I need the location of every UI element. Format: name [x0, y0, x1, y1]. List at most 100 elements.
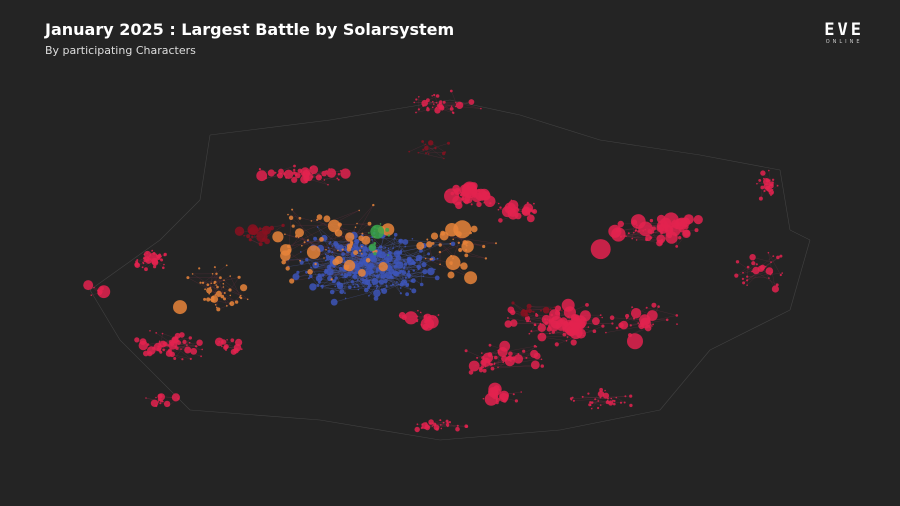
system [343, 259, 356, 272]
system [533, 202, 535, 205]
system [292, 171, 296, 175]
system [358, 209, 361, 212]
system [771, 285, 780, 293]
system [434, 423, 437, 426]
system [426, 98, 430, 103]
system [459, 184, 472, 197]
system [636, 224, 638, 227]
system [746, 275, 749, 278]
system [300, 251, 302, 253]
system [512, 393, 515, 396]
system [321, 287, 324, 289]
system [390, 284, 392, 287]
system [615, 227, 621, 233]
system [371, 239, 373, 241]
system [188, 341, 191, 344]
system [657, 305, 660, 308]
system [339, 291, 342, 294]
system [590, 401, 594, 404]
system [296, 172, 298, 174]
system [323, 215, 331, 223]
system [163, 341, 168, 347]
system [334, 285, 337, 288]
systems [83, 89, 783, 433]
system [627, 333, 643, 350]
system [214, 294, 217, 296]
system [476, 201, 482, 208]
connection [216, 284, 241, 296]
system [587, 326, 590, 328]
system [481, 356, 485, 360]
system [310, 266, 312, 269]
system [564, 322, 570, 327]
system [213, 282, 216, 285]
system [340, 168, 351, 179]
system [347, 265, 350, 267]
system [190, 348, 198, 355]
system [395, 255, 402, 261]
system [368, 295, 370, 297]
system [349, 241, 354, 245]
system [337, 178, 340, 181]
system [142, 262, 145, 265]
system [749, 254, 756, 261]
system [356, 279, 359, 281]
system [597, 400, 600, 402]
system [634, 230, 637, 232]
system [352, 272, 354, 274]
system [448, 421, 451, 424]
system [383, 235, 386, 238]
system [163, 400, 171, 408]
connection [736, 263, 754, 276]
system [156, 261, 159, 263]
system [216, 285, 219, 289]
system [430, 232, 439, 240]
system [206, 287, 213, 294]
system [508, 200, 519, 211]
system [550, 313, 554, 317]
system [533, 311, 535, 313]
system [522, 349, 526, 353]
system [579, 310, 591, 322]
system [450, 191, 455, 196]
system [315, 275, 323, 282]
system [373, 242, 377, 245]
system [309, 274, 313, 279]
system [287, 213, 289, 216]
system [272, 231, 284, 243]
system [182, 339, 187, 344]
system [490, 366, 495, 371]
system [651, 226, 657, 231]
system [429, 422, 432, 425]
system [386, 258, 390, 261]
system [665, 318, 669, 322]
system [429, 258, 432, 261]
system [341, 248, 344, 251]
system [746, 279, 749, 282]
system [299, 259, 301, 262]
system [487, 352, 493, 357]
system [592, 317, 600, 326]
system [299, 260, 304, 265]
system [601, 316, 603, 319]
system [213, 266, 216, 269]
system [283, 172, 286, 176]
system [406, 257, 412, 263]
system [530, 349, 539, 359]
system [615, 396, 618, 399]
system [223, 292, 226, 294]
system [325, 254, 330, 259]
system [563, 306, 577, 319]
system [412, 261, 416, 265]
system [617, 220, 624, 228]
system [206, 297, 211, 302]
system [375, 274, 380, 279]
system [419, 311, 422, 314]
system [493, 362, 496, 365]
system [633, 231, 635, 234]
system [613, 402, 616, 406]
system [285, 266, 290, 271]
logo-tagline: ONLINE [825, 39, 863, 45]
system [141, 266, 144, 269]
system [309, 165, 319, 175]
